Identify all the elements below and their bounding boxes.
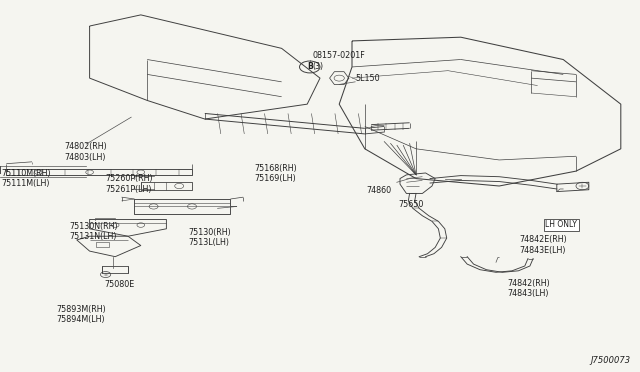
Text: 74842(RH): 74842(RH) — [507, 279, 550, 288]
Text: 75131N(LH): 75131N(LH) — [69, 232, 116, 241]
Text: J7500073: J7500073 — [590, 356, 630, 365]
Text: 74842E(RH): 74842E(RH) — [520, 235, 568, 244]
Text: 75130(RH): 75130(RH) — [189, 228, 232, 237]
Text: 7513L(LH): 7513L(LH) — [189, 238, 230, 247]
Text: 75893M(RH): 75893M(RH) — [56, 305, 106, 314]
Text: 75168(RH): 75168(RH) — [254, 164, 297, 173]
Text: 08157-0201F: 08157-0201F — [312, 51, 365, 60]
Text: 74802(RH): 74802(RH) — [64, 142, 107, 151]
Text: 75261P(LH): 75261P(LH) — [106, 185, 152, 193]
Text: 75894M(LH): 75894M(LH) — [56, 315, 105, 324]
Text: (3): (3) — [312, 62, 323, 71]
Text: 75169(LH): 75169(LH) — [254, 174, 296, 183]
Text: LH ONLY: LH ONLY — [545, 220, 577, 229]
Text: B: B — [307, 62, 312, 71]
Text: 75650: 75650 — [398, 200, 424, 209]
Text: 75080E: 75080E — [104, 280, 134, 289]
Text: 75130N(RH): 75130N(RH) — [69, 222, 118, 231]
Text: 75260P(RH): 75260P(RH) — [106, 174, 153, 183]
Text: 74843(LH): 74843(LH) — [507, 289, 548, 298]
Text: 75110M(RH): 75110M(RH) — [1, 169, 51, 178]
Text: 74860: 74860 — [366, 186, 391, 195]
Text: 74803(LH): 74803(LH) — [64, 153, 106, 161]
Text: 75111M(LH): 75111M(LH) — [1, 179, 50, 188]
Text: 5L150: 5L150 — [355, 74, 380, 83]
Text: 74843E(LH): 74843E(LH) — [520, 246, 566, 254]
